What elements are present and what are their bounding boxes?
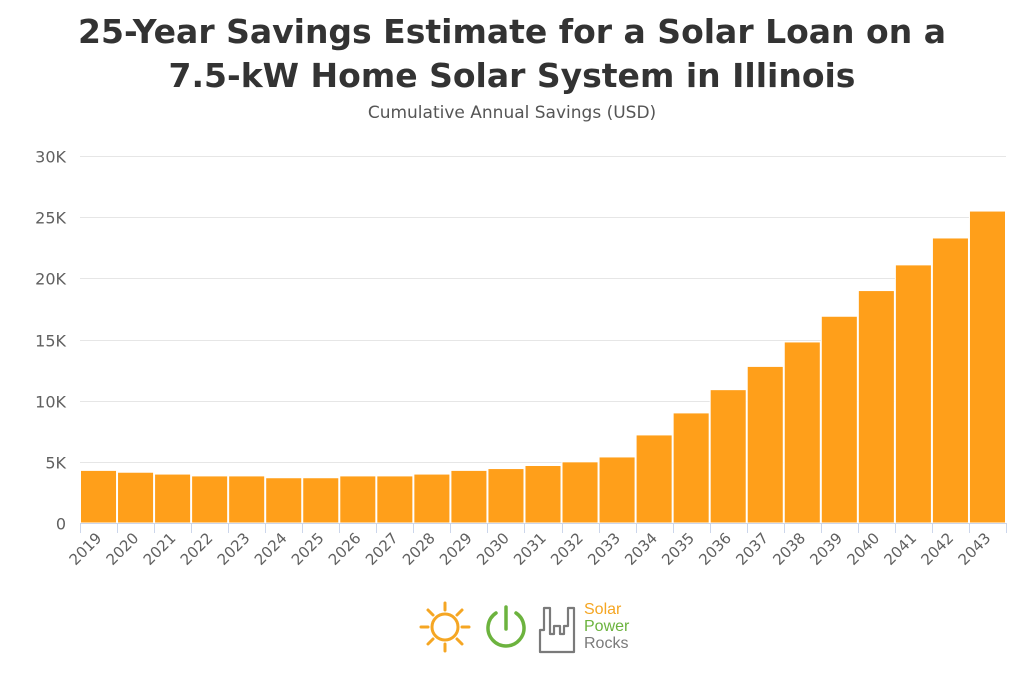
bar-2030[interactable] xyxy=(487,468,525,524)
x-tick-label: 2040 xyxy=(843,529,883,569)
brand-word-rocks: Rocks xyxy=(584,635,629,652)
bar-2031[interactable] xyxy=(524,465,562,524)
bar-2020[interactable] xyxy=(117,471,155,524)
bar-2022[interactable] xyxy=(191,475,229,524)
bar-2043[interactable] xyxy=(968,210,1007,524)
bar-2025[interactable] xyxy=(302,477,340,524)
rock-hand-icon xyxy=(538,606,576,654)
bars xyxy=(80,210,1007,524)
x-tick-label: 2039 xyxy=(806,529,846,569)
x-tick-label: 2029 xyxy=(436,529,476,569)
bar-2035[interactable] xyxy=(672,412,710,524)
bar-2034[interactable] xyxy=(635,434,673,524)
bar-2041[interactable] xyxy=(894,264,932,524)
y-tick-label: 30K xyxy=(35,148,66,167)
bar-2028[interactable] xyxy=(413,473,451,524)
x-tick-label: 2022 xyxy=(177,529,217,569)
x-tick-label: 2027 xyxy=(362,529,402,569)
x-tick-label: 2020 xyxy=(103,529,143,569)
logo-icons xyxy=(419,601,576,654)
brand-word-power: Power xyxy=(584,618,630,635)
y-tick-label: 20K xyxy=(35,270,66,289)
chart-title-line-2: 7.5-kW Home Solar System in Illinois xyxy=(168,56,856,95)
x-tick-label: 2019 xyxy=(66,529,106,569)
x-tick-label: 2026 xyxy=(325,529,365,569)
x-tick-label: 2023 xyxy=(214,529,254,569)
x-tick-label: 2042 xyxy=(918,529,958,569)
x-tick-label: 2035 xyxy=(658,529,698,569)
bar-2036[interactable] xyxy=(709,389,747,524)
x-tick-label: 2033 xyxy=(584,529,624,569)
bar-2019[interactable] xyxy=(80,469,118,524)
x-tick-label: 2021 xyxy=(140,529,180,569)
chart-title-line-1: 25-Year Savings Estimate for a Solar Loa… xyxy=(78,12,946,51)
bar-2029[interactable] xyxy=(450,469,488,524)
chart-subtitle: Cumulative Annual Savings (USD) xyxy=(367,103,657,123)
bar-2021[interactable] xyxy=(154,473,192,524)
x-tick-label: 2036 xyxy=(695,529,735,569)
chart-title: 25-Year Savings Estimate for a Solar Loa… xyxy=(0,10,1024,98)
sun-icon xyxy=(419,601,471,653)
x-tick-label: 2038 xyxy=(769,529,809,569)
x-tick-label: 2043 xyxy=(955,529,995,569)
brand-wordmark: Solar Power Rocks xyxy=(584,601,629,652)
x-tick-label: 2041 xyxy=(880,529,920,569)
x-tick-label: 2028 xyxy=(399,529,439,569)
x-tick-label: 2025 xyxy=(288,529,328,569)
brand-word-solar: Solar xyxy=(584,601,622,618)
x-tick-label: 2024 xyxy=(251,529,291,569)
bar-2033[interactable] xyxy=(598,456,636,524)
x-tick-label: 2031 xyxy=(510,529,550,569)
bar-2042[interactable] xyxy=(931,237,969,524)
y-tick-label: 15K xyxy=(35,332,66,351)
x-tick-label: 2037 xyxy=(732,529,772,569)
y-tick-label: 0 xyxy=(56,515,66,534)
x-tick-label: 2034 xyxy=(621,529,661,569)
y-tick-label: 10K xyxy=(35,393,66,412)
bar-2023[interactable] xyxy=(228,475,266,524)
bar-2026[interactable] xyxy=(339,475,377,524)
y-tick-label: 25K xyxy=(35,209,66,228)
x-tick-label: 2030 xyxy=(473,529,513,569)
y-tick-label: 5K xyxy=(45,454,66,473)
bar-2040[interactable] xyxy=(857,290,895,524)
solar-power-rocks-logo: Solar Power Rocks xyxy=(418,598,658,658)
bar-2037[interactable] xyxy=(746,365,784,524)
x-tick-label: 2032 xyxy=(547,529,587,569)
bar-2027[interactable] xyxy=(376,475,414,524)
bar-2039[interactable] xyxy=(820,315,858,524)
bar-2024[interactable] xyxy=(265,477,303,524)
power-icon xyxy=(486,605,526,648)
bar-2038[interactable] xyxy=(783,341,821,524)
bar-2032[interactable] xyxy=(561,461,599,524)
